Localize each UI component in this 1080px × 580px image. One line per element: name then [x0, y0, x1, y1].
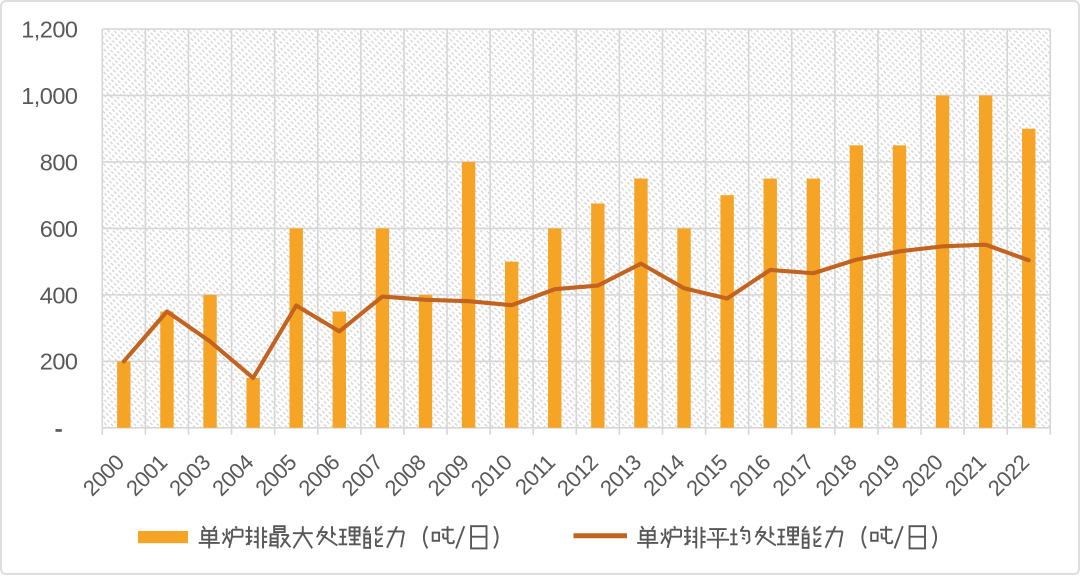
svg-text:800: 800 — [40, 149, 78, 175]
svg-text:200: 200 — [40, 349, 78, 375]
svg-text:600: 600 — [40, 216, 78, 242]
svg-text:1,200: 1,200 — [21, 16, 78, 42]
svg-text:400: 400 — [40, 282, 78, 308]
svg-text:1,000: 1,000 — [21, 83, 78, 109]
